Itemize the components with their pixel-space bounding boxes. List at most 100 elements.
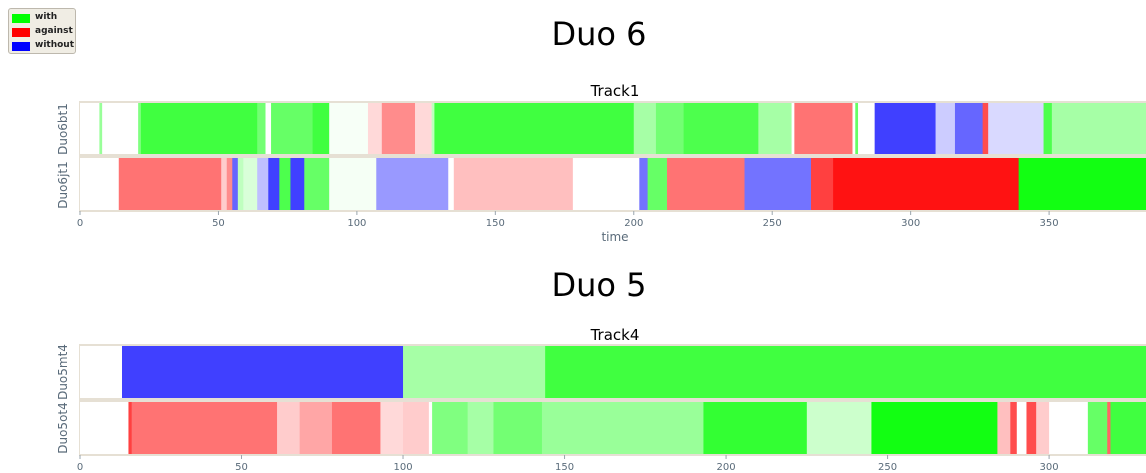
segment-with (279, 158, 291, 210)
segment-against (403, 402, 430, 454)
chart-title-duo5: Duo 5 (551, 266, 646, 304)
segment-with (257, 103, 266, 154)
segment-with (703, 402, 808, 454)
segment-against (226, 158, 233, 210)
row-label-duo6bt1: Duo6bt1 (56, 103, 70, 155)
row-label-duo5mt4: Duo5mt4 (56, 344, 70, 400)
segment-against (128, 402, 133, 454)
segment-with (855, 103, 859, 154)
legend-label-against: against (35, 26, 73, 36)
row-label-duo6jt1: Duo6jt1 (56, 161, 70, 209)
segment-without (874, 103, 936, 154)
segment-with (312, 103, 330, 154)
chart-title-duo6: Duo 6 (551, 15, 646, 53)
segment-with (80, 402, 129, 454)
row-label-duo5ot4: Duo5ot4 (56, 402, 70, 454)
segment-with (871, 402, 998, 454)
segment-against (131, 402, 278, 454)
plot-duo6: 0 50 100 150 200 250 300 350 (77, 101, 1146, 229)
segment-with (852, 103, 856, 154)
segment-with (448, 158, 455, 210)
segment-with (431, 103, 435, 154)
segment-against (331, 402, 381, 454)
segment-against (277, 402, 301, 454)
x-tick-label: 250 (878, 462, 897, 473)
segment-against (794, 103, 853, 154)
segment-against (118, 158, 222, 210)
segment-with (545, 346, 1146, 398)
legend: with against without (8, 8, 76, 54)
x-tick-label: 50 (235, 462, 248, 473)
segment-with (243, 158, 258, 210)
legend-swatch-with (12, 14, 30, 23)
x-tick-label: 300 (1040, 462, 1059, 473)
legend-label-without: without (35, 40, 75, 50)
segment-with (434, 103, 635, 154)
segment-with (140, 103, 258, 154)
segment-with (1016, 402, 1027, 454)
segment-with (1043, 103, 1053, 154)
segment-against (833, 158, 1020, 210)
segment-against (381, 103, 416, 154)
segment-with (493, 402, 543, 454)
segment-without (935, 103, 956, 154)
segment-with (403, 346, 546, 398)
segment-with (633, 103, 657, 154)
segment-with (858, 103, 876, 154)
chart-subtitle-track4: Track4 (590, 326, 640, 344)
segment-with (1018, 158, 1146, 210)
segment-with (99, 103, 103, 154)
chart-subtitle-track1: Track1 (590, 82, 640, 100)
segment-with (329, 158, 377, 210)
x-tick-label: 150 (555, 462, 574, 473)
x-tick-label: 300 (901, 218, 920, 229)
x-tick-label: 0 (77, 462, 83, 473)
legend-swatch-against (12, 28, 30, 37)
segment-with (80, 158, 120, 210)
segment-against (299, 402, 333, 454)
segment-with (806, 402, 872, 454)
segment-without (290, 158, 305, 210)
segment-with (467, 402, 494, 454)
legend-label-with: with (35, 12, 58, 22)
segment-with (647, 158, 668, 210)
segment-against (380, 402, 404, 454)
x-tick-label: 200 (624, 218, 643, 229)
x-tick-label: 0 (77, 218, 83, 229)
x-tick-label: 100 (347, 218, 366, 229)
segment-without (744, 158, 812, 210)
segment-with (541, 402, 704, 454)
segment-against (453, 158, 574, 210)
segment-against (415, 103, 433, 154)
segment-with (791, 103, 795, 154)
segment-without (376, 158, 449, 210)
segment-against (997, 402, 1011, 454)
segment-without (639, 158, 649, 210)
segment-against (1010, 402, 1018, 454)
segment-against (367, 103, 383, 154)
segment-against (1026, 402, 1037, 454)
plot-duo5: 0 50 100 150 200 250 300 (77, 344, 1146, 473)
x-tick-label: 350 (1040, 218, 1059, 229)
x-tick-label: 100 (393, 462, 412, 473)
segment-without (988, 103, 1044, 154)
segment-with (1051, 103, 1146, 154)
segment-with (428, 402, 433, 454)
segment-with (80, 346, 123, 398)
segment-with (1110, 402, 1146, 454)
segment-with (683, 103, 759, 154)
segment-with (432, 402, 469, 454)
segment-with (758, 103, 792, 154)
segment-against (982, 103, 989, 154)
segment-without (232, 158, 239, 210)
segment-against (810, 158, 834, 210)
x-axis-label-duo6: time (601, 230, 628, 244)
segment-without (268, 158, 280, 210)
segment-with (1049, 402, 1089, 454)
segment-against (221, 158, 228, 210)
segment-against (1107, 402, 1111, 454)
x-tick-label: 50 (212, 218, 225, 229)
segment-against (1036, 402, 1050, 454)
segment-against (666, 158, 745, 210)
